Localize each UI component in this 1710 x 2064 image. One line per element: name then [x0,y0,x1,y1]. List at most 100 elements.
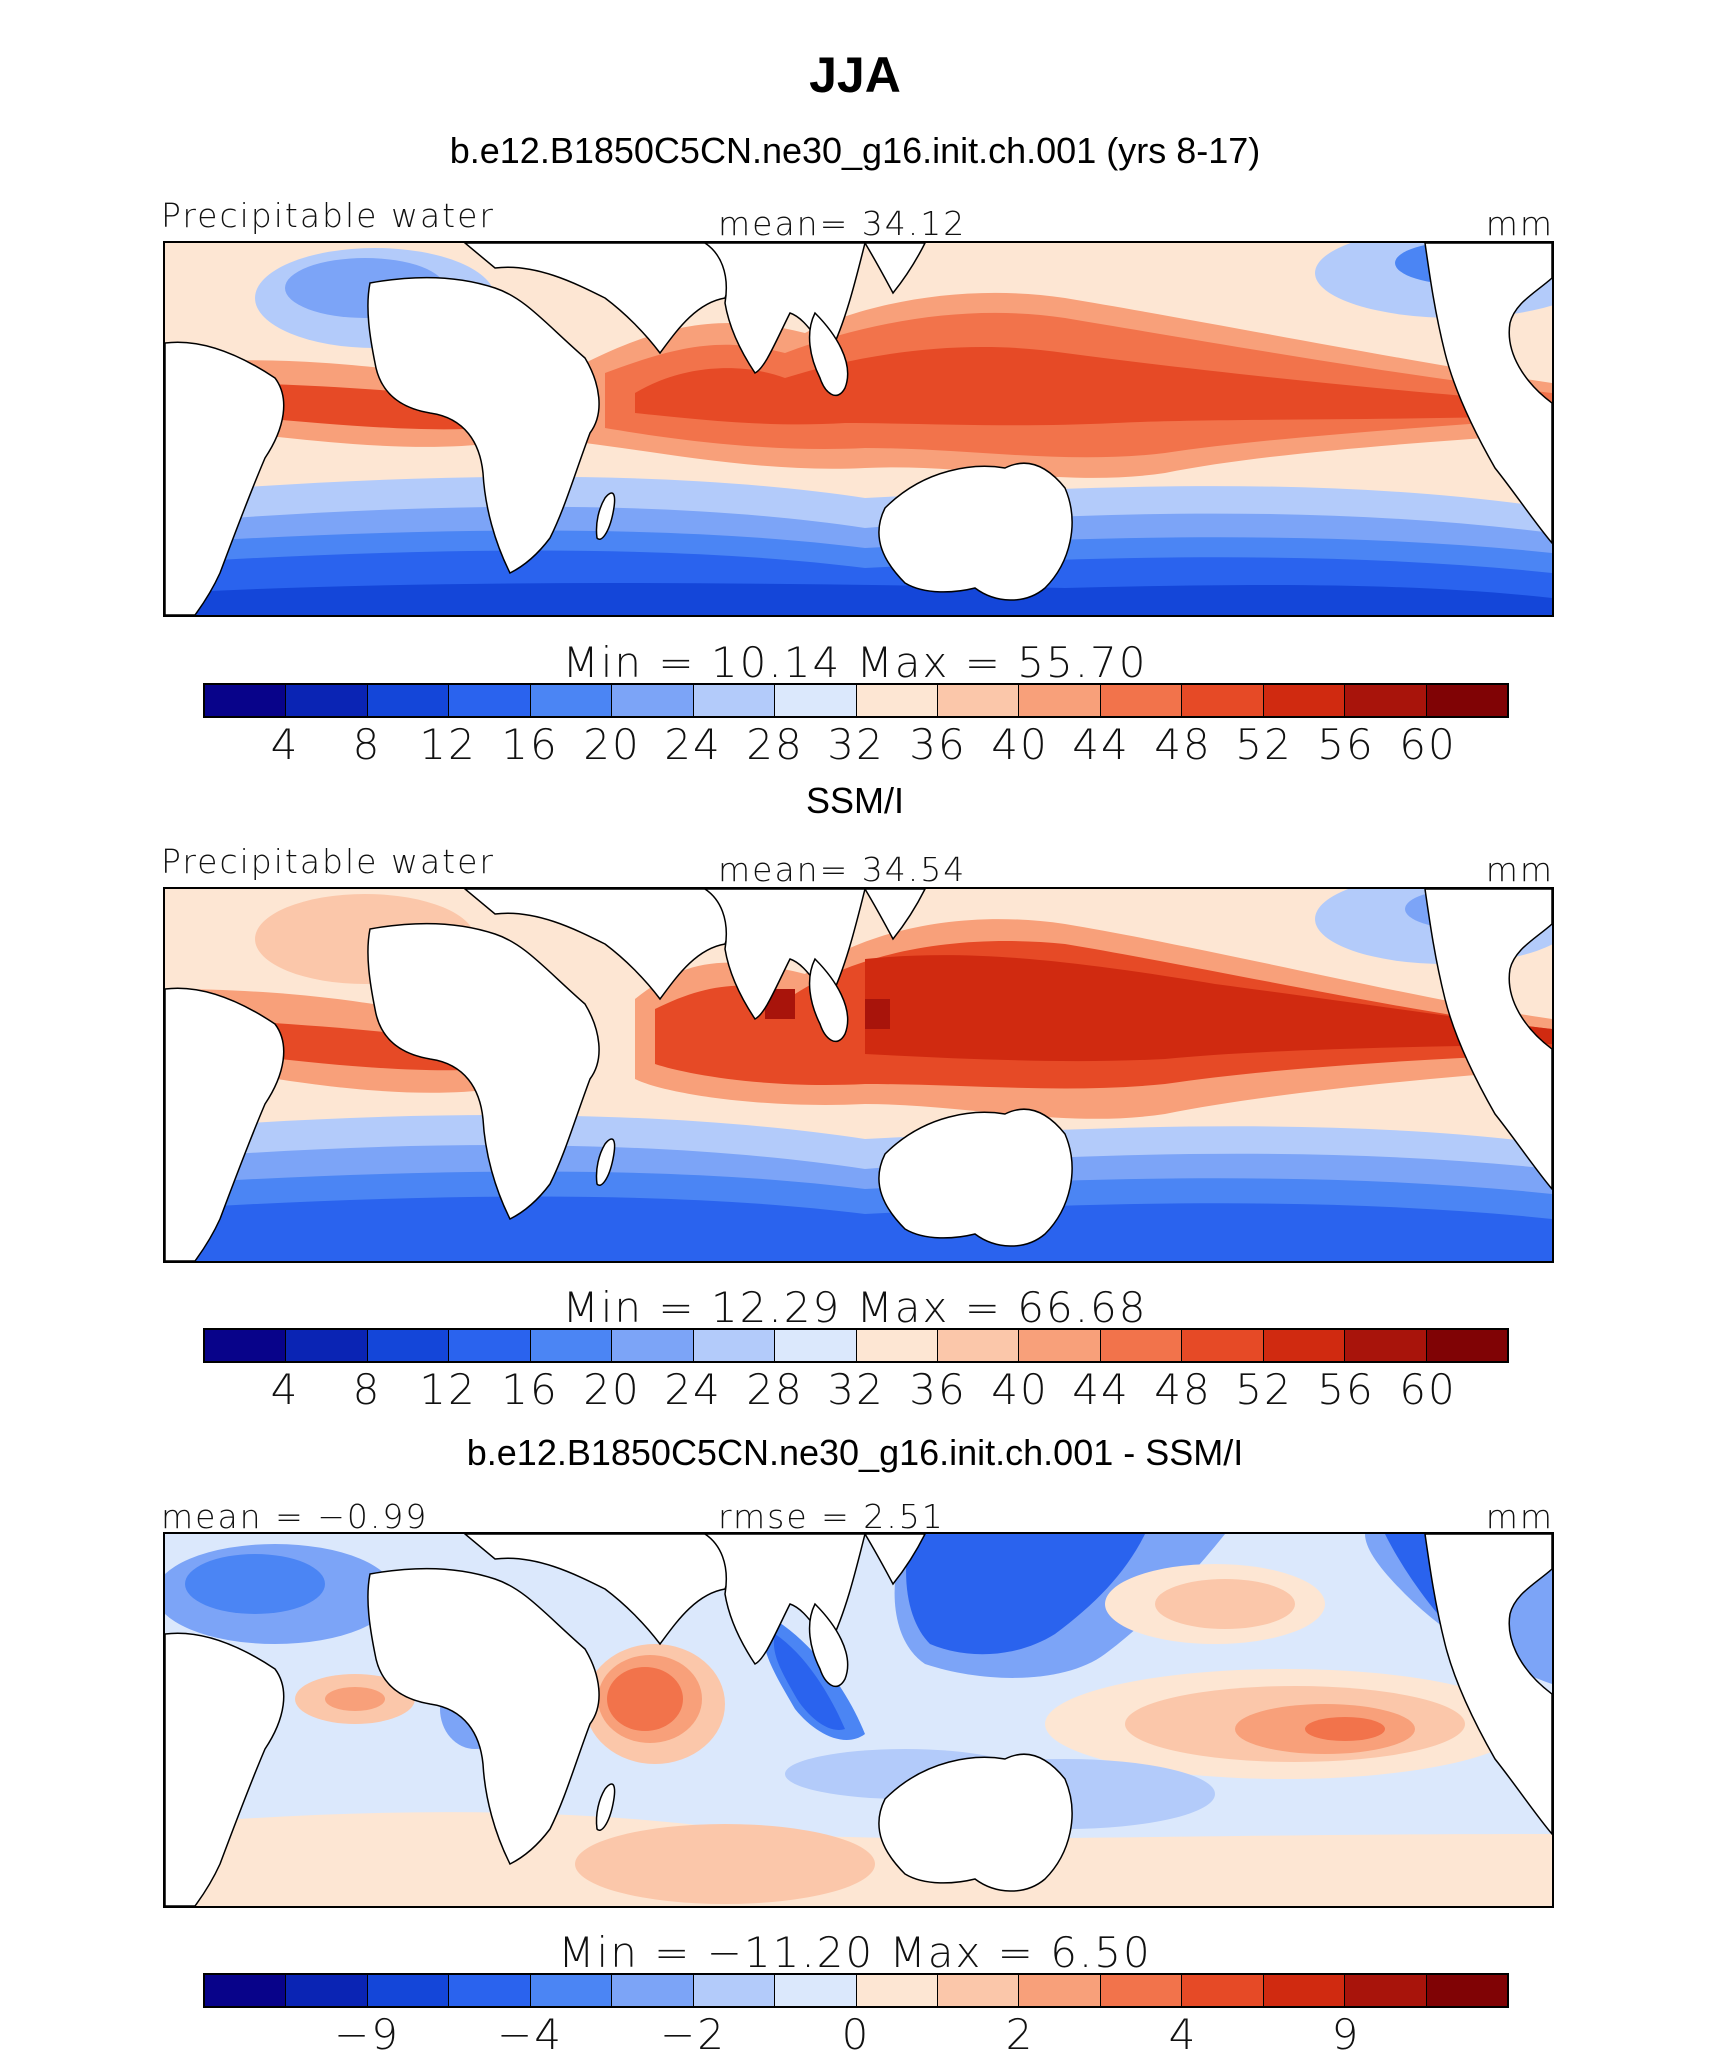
panel-3-map [163,1532,1554,1908]
colorbar-box [449,685,531,716]
panel-2-variable-label: Precipitable water [161,842,495,881]
colorbar-tick-label: 4 [270,1365,300,1414]
colorbar-tick-label: 40 [991,720,1049,769]
colorbar-box [286,685,368,716]
colorbar-box [1263,1330,1346,1361]
colorbar-box [612,685,694,716]
colorbar-tick-label: 16 [501,720,559,769]
colorbar-tick-label: −2 [660,2010,726,2059]
colorbar-box [1345,1330,1427,1361]
panel-3-title: b.e12.B1850C5CN.ne30_g16.init.ch.001 - S… [466,1432,1244,1473]
colorbar-tick-label: 20 [583,720,641,769]
colorbar-tick-label: 4 [270,720,300,769]
panel-3-mean-label: mean = −0.99 [161,1497,429,1536]
colorbar-box [693,685,776,716]
colorbar-tick-label: 48 [1154,720,1212,769]
colorbar-box [693,1975,776,2006]
panel-1-colorbar [203,683,1509,718]
colorbar-box [1263,685,1346,716]
panel-2-title: SSM/I [805,780,904,821]
colorbar-box [205,1330,287,1361]
colorbar-tick-label: 32 [827,720,885,769]
colorbar-box [775,685,857,716]
colorbar-tick-label: 20 [583,1365,641,1414]
panel-1-variable-label: Precipitable water [161,196,495,235]
colorbar-box [1345,1975,1427,2006]
colorbar-tick-label: 44 [1072,1365,1130,1414]
panel-2-colorbar [203,1328,1509,1363]
colorbar-box [856,1975,938,2006]
colorbar-tick-label: 9 [1331,2010,1361,2059]
colorbar-tick-label: 28 [746,720,804,769]
colorbar-box [286,1975,368,2006]
panel-1-field [165,243,1552,615]
colorbar-box [856,685,938,716]
colorbar-tick-label: 36 [909,1365,967,1414]
colorbar-box [367,685,450,716]
colorbar-box [1426,1330,1507,1361]
colorbar-box [205,1975,287,2006]
main-title: JJA [809,47,901,103]
colorbar-tick-label: 40 [991,1365,1049,1414]
colorbar-box [856,1330,938,1361]
colorbar-box [1182,1975,1264,2006]
colorbar-box [1182,685,1264,716]
colorbar-tick-label: −4 [497,2010,563,2059]
colorbar-tick-label: −9 [334,2010,400,2059]
colorbar-box [1100,1330,1183,1361]
colorbar-tick-label: 60 [1399,720,1457,769]
colorbar-box [612,1975,694,2006]
colorbar-tick-label: 24 [664,1365,722,1414]
colorbar-tick-label: 56 [1317,720,1375,769]
colorbar-box [1019,1330,1101,1361]
colorbar-tick-label: 4 [1168,2010,1198,2059]
panel-2-map [163,887,1554,1263]
colorbar-tick-label: 52 [1235,720,1293,769]
panel-1-title: b.e12.B1850C5CN.ne30_g16.init.ch.001 (yr… [449,130,1261,171]
colorbar-tick-label: 56 [1317,1365,1375,1414]
colorbar-box [1345,685,1427,716]
colorbar-box [937,1330,1020,1361]
panel-1-minmax: Min = 10.14 Max = 55.70 [562,638,1148,687]
colorbar-box [1019,1975,1101,2006]
colorbar-box [286,1330,368,1361]
colorbar-box [367,1330,450,1361]
colorbar-tick-label: 32 [827,1365,885,1414]
colorbar-box [937,685,1020,716]
colorbar-box [612,1330,694,1361]
colorbar-box [205,685,287,716]
colorbar-tick-label: 36 [909,720,967,769]
colorbar-box [530,685,613,716]
colorbar-tick-label: 44 [1072,720,1130,769]
panel-3-rmse-label: rmse = 2.51 [718,1497,945,1536]
colorbar-tick-label: 8 [352,1365,382,1414]
panel-3-field [165,1534,1552,1906]
colorbar-box [775,1330,857,1361]
panel-2-mean-label: mean= 34.54 [718,850,967,889]
colorbar-box [693,1330,776,1361]
colorbar-box [1263,1975,1346,2006]
panel-2-units-label: mm [1485,850,1554,889]
colorbar-box [1426,1975,1507,2006]
colorbar-box [937,1975,1020,2006]
colorbar-tick-label: 0 [841,2010,871,2059]
colorbar-tick-label: 28 [746,1365,804,1414]
colorbar-tick-label: 12 [419,1365,477,1414]
panel-1-units-label: mm [1485,204,1554,243]
colorbar-box [1019,685,1101,716]
colorbar-box [1100,1975,1183,2006]
colorbar-box [449,1975,531,2006]
colorbar-box [449,1330,531,1361]
colorbar-box [530,1975,613,2006]
colorbar-tick-label: 52 [1235,1365,1293,1414]
colorbar-tick-label: 12 [419,720,477,769]
colorbar-box [1182,1330,1264,1361]
colorbar-box [1426,685,1507,716]
colorbar-tick-label: 8 [352,720,382,769]
colorbar-box [530,1330,613,1361]
colorbar-box [1100,685,1183,716]
colorbar-tick-label: 48 [1154,1365,1212,1414]
panel-2-minmax: Min = 12.29 Max = 66.68 [562,1283,1148,1332]
colorbar-box [367,1975,450,2006]
panel-1-mean-label: mean= 34.12 [718,204,967,243]
